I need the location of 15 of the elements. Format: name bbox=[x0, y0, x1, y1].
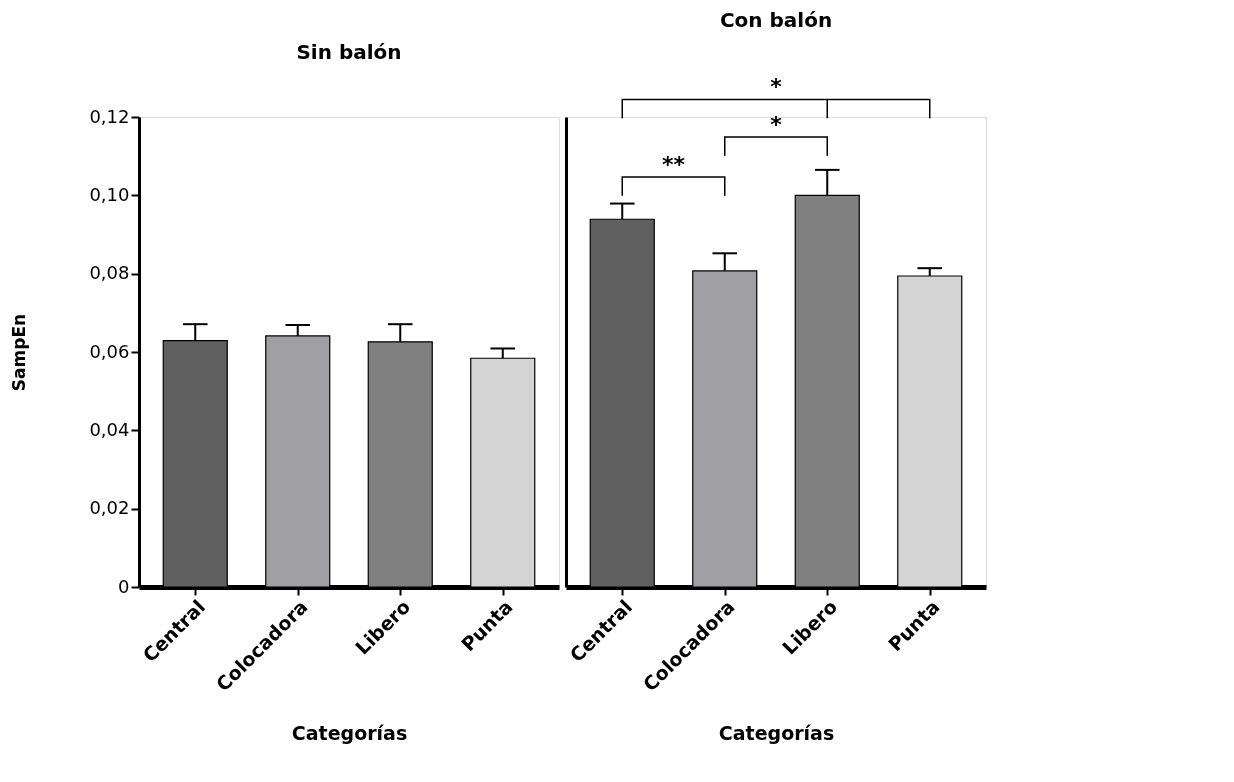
y-tick-label: 0,08 bbox=[89, 262, 130, 284]
y-tick-label: 0,06 bbox=[89, 340, 130, 362]
text: * bbox=[770, 74, 783, 100]
chart-title: Con balón bbox=[719, 8, 833, 33]
annotation: * bbox=[770, 111, 783, 137]
x-axis-title: Categorías bbox=[718, 722, 835, 745]
y-tick-label: 0,12 bbox=[89, 105, 130, 127]
y-tick-label: 0,10 bbox=[89, 183, 130, 205]
y-axis-title: SampEn bbox=[9, 313, 30, 392]
chart-title: Sin balón bbox=[296, 40, 402, 64]
y-tick-label: 0 bbox=[118, 575, 130, 597]
annotation: ** bbox=[661, 151, 686, 177]
y-tick-label: 0,04 bbox=[89, 418, 130, 440]
x-axis-title: Categorías bbox=[291, 722, 408, 745]
y-tick-label: 0,02 bbox=[89, 497, 130, 519]
